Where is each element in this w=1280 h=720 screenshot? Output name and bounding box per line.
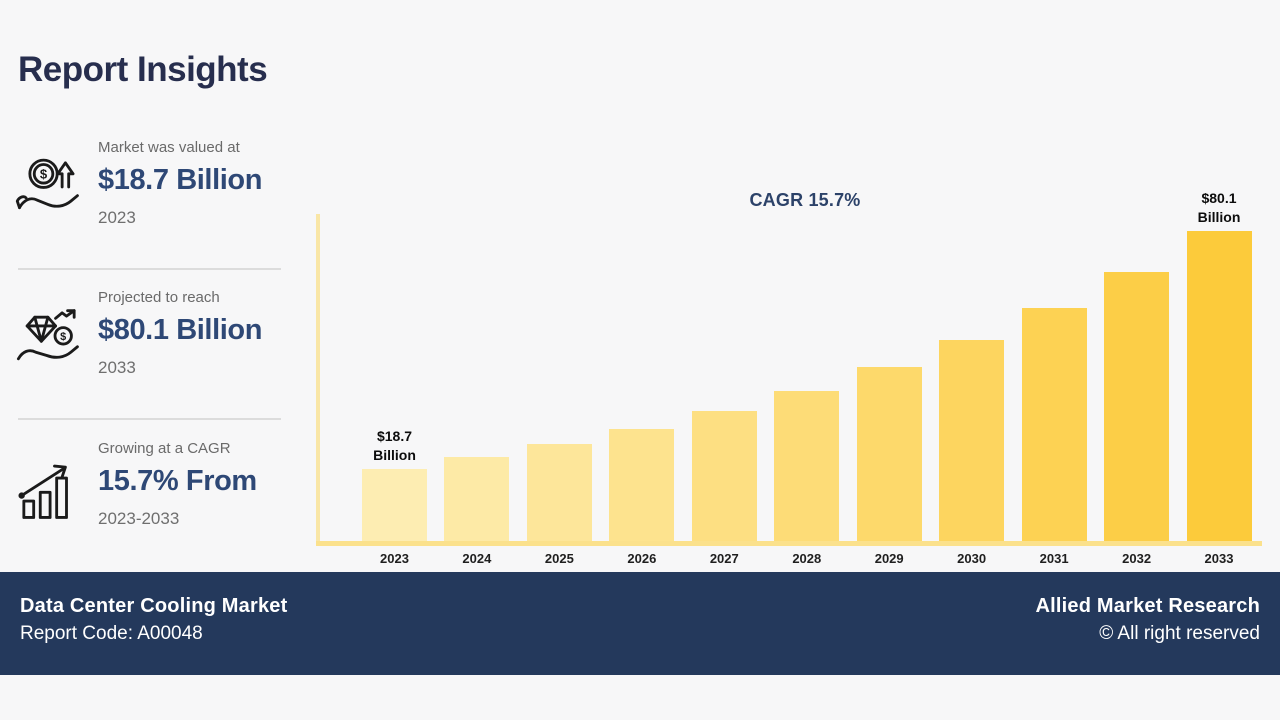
bar-value-label-2033: $80.1 Billion [1197, 190, 1241, 225]
svg-text:$: $ [40, 167, 48, 182]
divider [18, 268, 281, 270]
bar-2023 [362, 469, 427, 541]
insight-value: $80.1 Billion [98, 314, 263, 346]
x-tick-2023: 2023 [380, 551, 409, 566]
footer-bar: Data Center Cooling Market Report Code: … [0, 572, 1280, 675]
svg-text:$: $ [60, 331, 66, 343]
footer-brand: Allied Market Research [1035, 595, 1260, 617]
insight-projection: $ Projected to reach $80.1 Billion 2033 [12, 289, 292, 378]
page-title: Report Insights [18, 50, 268, 89]
x-tick-2033: 2033 [1204, 551, 1234, 566]
footer-market-name: Data Center Cooling Market [20, 595, 288, 617]
insight-label: Market was valued at [98, 139, 240, 156]
divider [18, 418, 281, 420]
x-tick-2024: 2024 [462, 551, 492, 566]
bar-chart: 2023 2024 2025 2026 2027 2028 2029 2030 2031 2032… [316, 190, 1264, 568]
insight-market-value: $ Market was valued at $18.7 Billion 202… [12, 139, 292, 228]
insight-value: 15.7% From [98, 465, 257, 497]
insight-cagr: Growing at a CAGR 15.7% From 2023-2033 [12, 440, 292, 529]
bar-2025 [526, 444, 592, 541]
x-tick-2028: 2028 [792, 551, 822, 566]
x-axis-line [316, 541, 1262, 546]
bar-value-label-2023: $18.7 Billion [373, 428, 416, 463]
growth-bars-arrow-icon [12, 454, 86, 529]
x-tick-2025: 2025 [544, 551, 574, 566]
x-tick-2029: 2029 [874, 551, 904, 566]
bar-2027 [691, 411, 757, 541]
footer-rights: © All right reserved [1099, 623, 1260, 644]
y-axis-line [316, 214, 320, 546]
bar-2031 [1021, 308, 1087, 541]
hand-coin-growth-icon: $ [12, 153, 86, 228]
x-tick-2030: 2030 [957, 551, 987, 566]
insight-value: $18.7 Billion [98, 164, 263, 196]
x-tick-2031: 2031 [1039, 551, 1069, 566]
bar-2029 [856, 367, 922, 541]
insight-period: 2033 [98, 357, 136, 377]
x-tick-2032: 2032 [1122, 551, 1152, 566]
bar-2030 [939, 340, 1005, 541]
bar-2028 [774, 391, 840, 541]
x-tick-2026: 2026 [627, 551, 657, 566]
bar-2026 [609, 429, 675, 541]
hand-diamond-investment-icon: $ [12, 303, 86, 378]
insight-label: Growing at a CAGR [98, 440, 231, 457]
insight-period: 2023 [98, 207, 136, 227]
bar-2024 [444, 457, 510, 541]
insight-period: 2023-2033 [98, 508, 180, 528]
chart-cagr-annotation: CAGR 15.7% [749, 190, 861, 210]
insight-label: Projected to reach [98, 289, 220, 306]
x-tick-2027: 2027 [709, 551, 739, 566]
bar-2033 [1186, 231, 1252, 541]
footer-report-code: Report Code: A00048 [20, 623, 203, 644]
bar-2032 [1104, 272, 1170, 541]
